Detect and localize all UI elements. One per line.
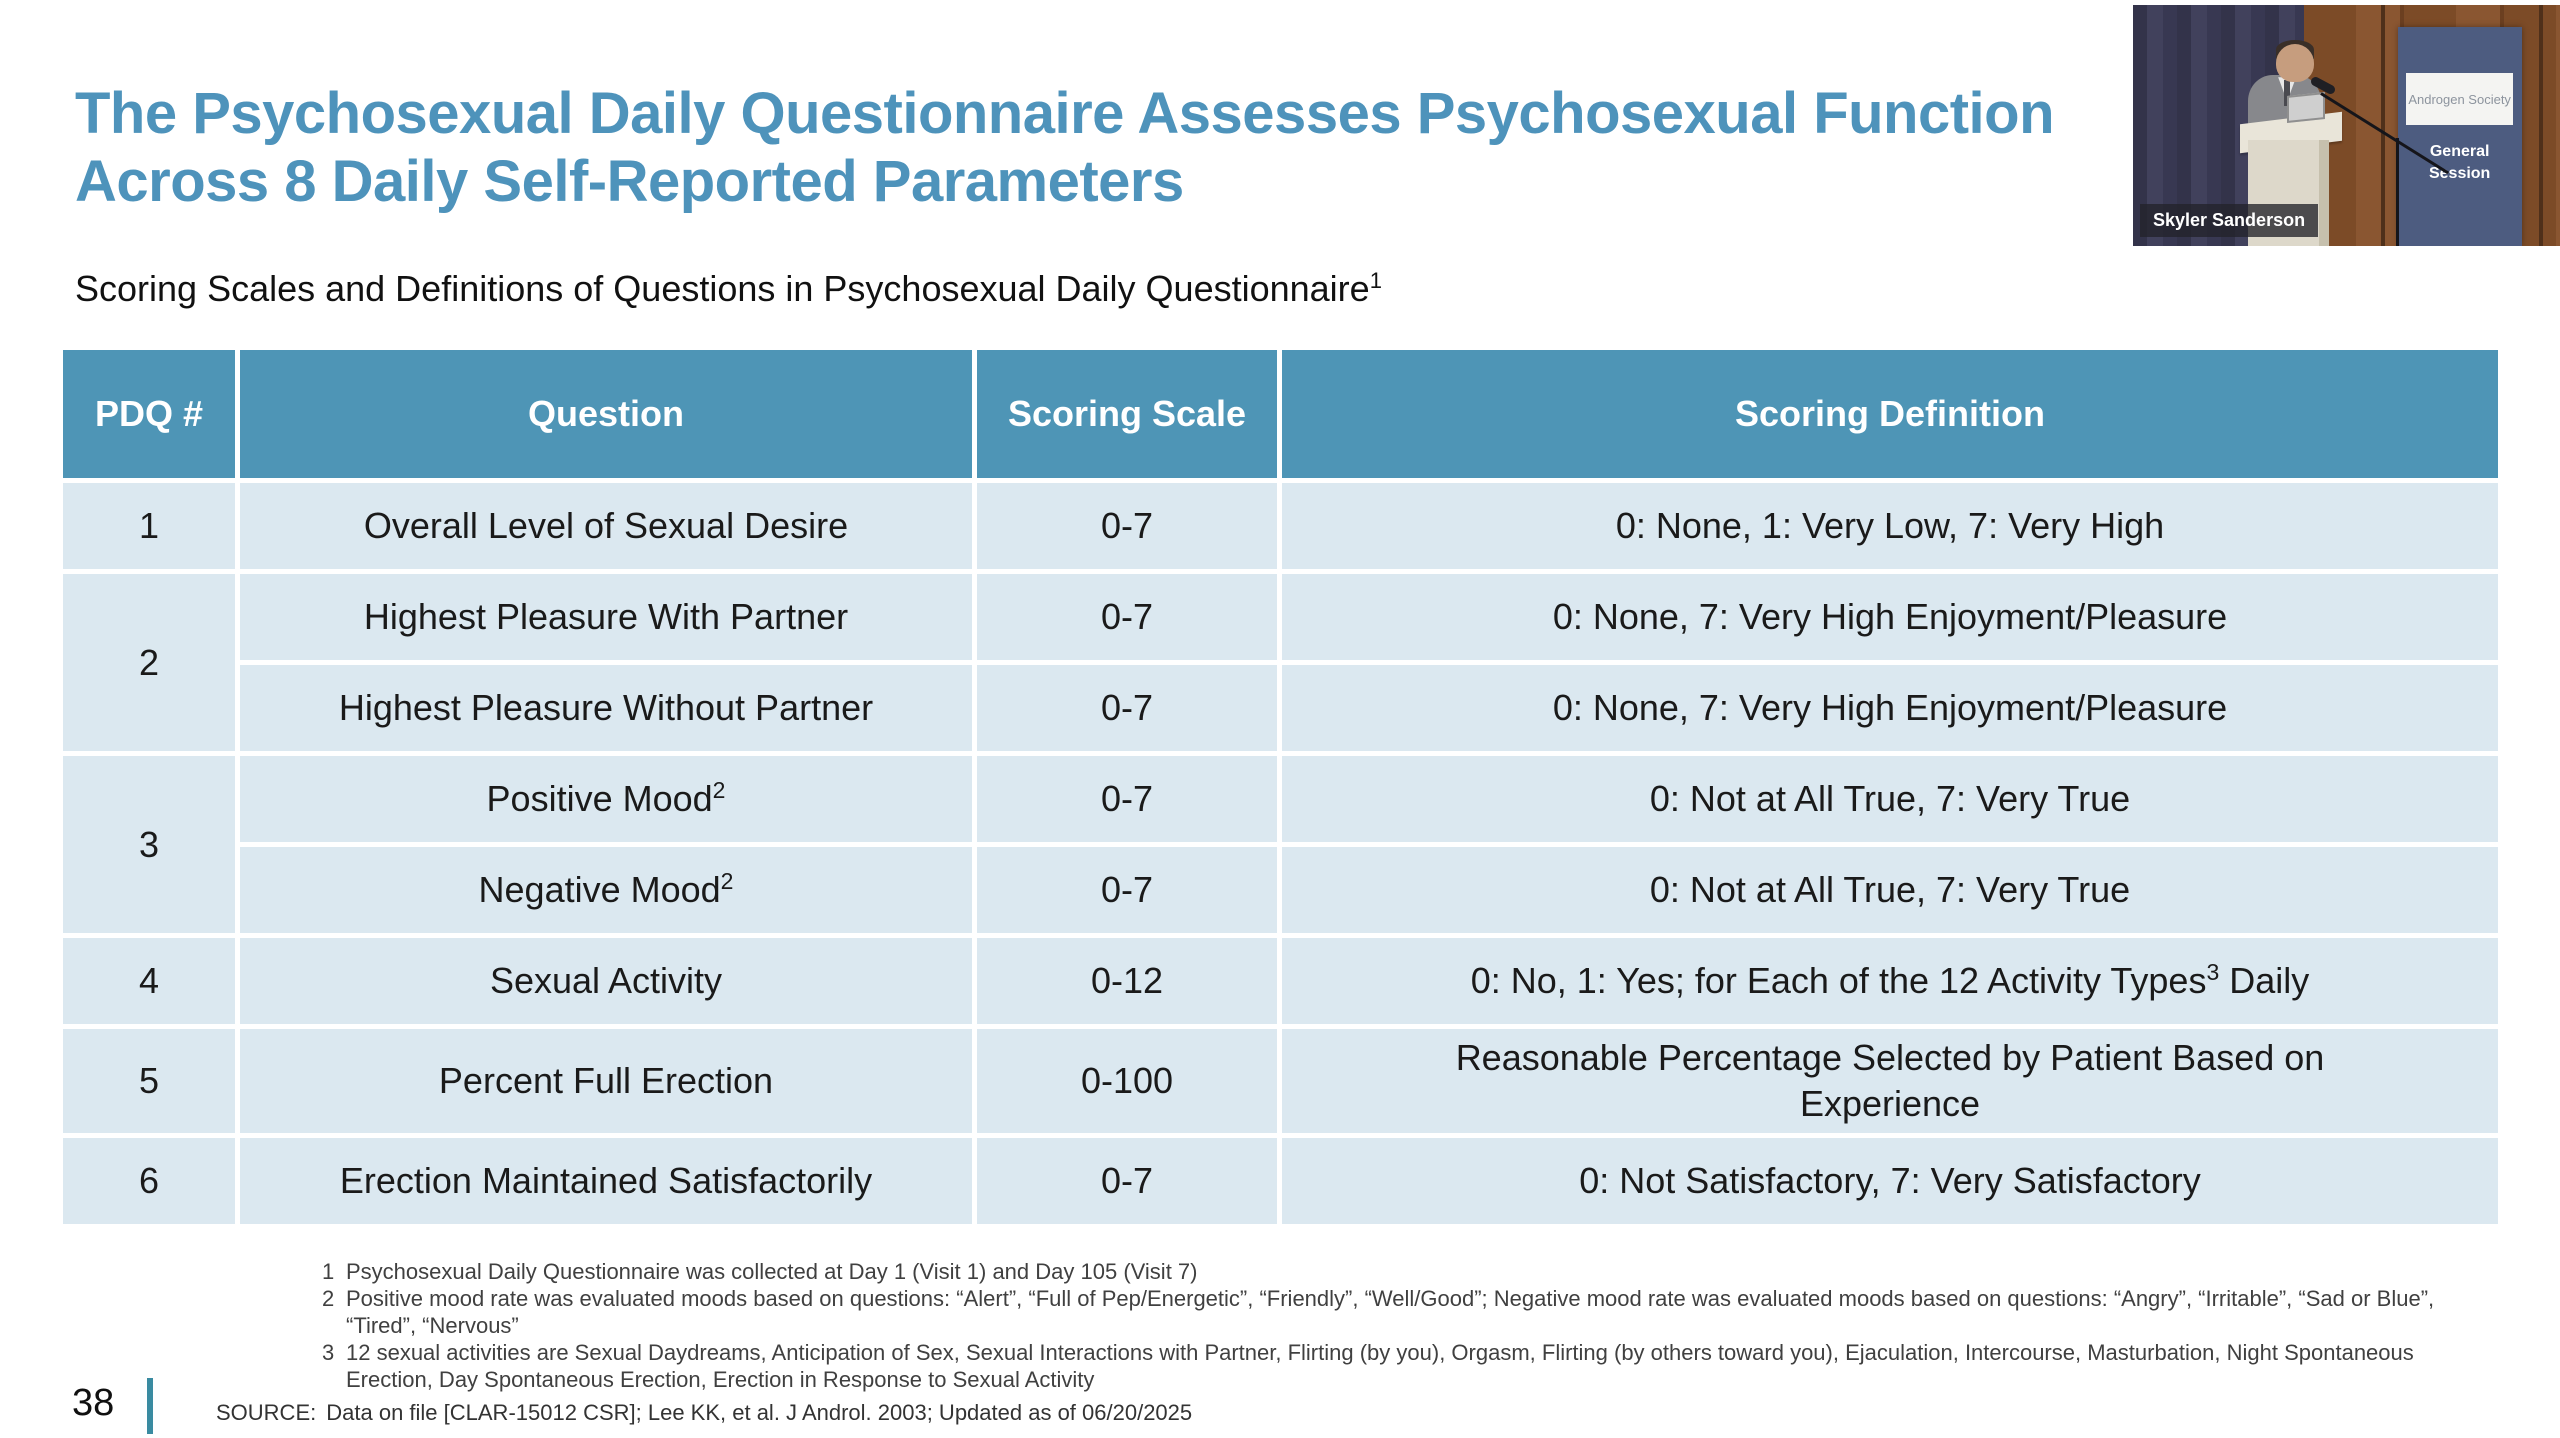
speaker-name-tag: Skyler Sanderson [2140,204,2319,237]
definition-cell: 0: None, 7: Very High Enjoyment/Pleasure [1282,665,2498,751]
scale-cell: 0-7 [977,756,1277,842]
header-question: Question [240,350,972,478]
question-cell: Positive Mood2 [240,756,972,842]
speaker-tie [2284,79,2291,107]
question-cell: Highest Pleasure Without Partner [240,665,972,751]
footnote-marker: 2 [322,1286,335,1311]
table-caption-text: Scoring Scales and Definitions of Questi… [75,268,1370,309]
table-caption-footnote-ref: 1 [1369,268,1382,293]
definition-cell: 0: Not Satisfactory, 7: Very Satisfactor… [1282,1138,2498,1224]
pdq-number-cell: 3 [63,756,235,933]
banner-session-label: General Session [2428,142,2491,182]
question-cell: Overall Level of Sexual Desire [240,483,972,569]
table-header-row: PDQ # Question Scoring Scale Scoring Def… [63,350,2498,478]
footnote-text: Positive mood rate was evaluated moods b… [346,1286,2435,1338]
scale-cell: 0-100 [977,1029,1277,1133]
question-cell: Highest Pleasure With Partner [240,574,972,660]
table-row: 6 Erection Maintained Satisfactorily 0-7… [63,1138,2498,1224]
slide-title-line1: The Psychosexual Daily Questionnaire Ass… [75,81,2055,146]
pdq-number-cell: 1 [63,483,235,569]
footnote-marker: 3 [322,1340,335,1365]
footnote-text: Psychosexual Daily Questionnaire was col… [346,1259,1198,1284]
scale-cell: 0-7 [977,665,1277,751]
speaker-face [2276,43,2315,83]
table-row: Negative Mood2 0-7 0: Not at All True, 7… [63,847,2498,933]
table-row: 4 Sexual Activity 0-12 0: No, 1: Yes; fo… [63,938,2498,1024]
footnote-3: 3 12 sexual activities are Sexual Daydrea… [322,1339,2437,1393]
header-pdq-number: PDQ # [63,350,235,478]
table-row: Highest Pleasure Without Partner 0-7 0: … [63,665,2498,751]
slide-title-line2: Across 8 Daily Self-Reported Parameters [75,149,1184,214]
scale-cell: 0-12 [977,938,1277,1024]
table-row: 2 Highest Pleasure With Partner 0-7 0: N… [63,574,2498,751]
table-row: 1 Overall Level of Sexual Desire 0-7 0: … [63,483,2498,569]
definition-cell: 0: None, 1: Very Low, 7: Very High [1282,483,2498,569]
definition-cell: 0: Not at All True, 7: Very True [1282,756,2498,842]
question-cell: Sexual Activity [240,938,972,1024]
source-label: SOURCE: [216,1400,317,1425]
definition-cell: Reasonable Percentage Selected by Patien… [1282,1029,2498,1133]
pdq-scoring-table: PDQ # Question Scoring Scale Scoring Def… [58,345,2503,1229]
header-scoring-definition: Scoring Definition [1282,350,2498,478]
footnote-marker: 1 [322,1259,335,1284]
question-cell: Erection Maintained Satisfactorily [240,1138,972,1224]
banner-org-name: Androgen Society [2408,91,2511,107]
footnote-1: 1 Psychosexual Daily Questionnaire was co… [322,1258,2437,1285]
pdq-number-cell: 2 [63,574,235,751]
banner-logo-panel: Androgen Society [2406,72,2513,126]
question-cell: Negative Mood2 [240,847,972,933]
wall-seam [2380,5,2385,246]
pdq-number-cell: 6 [63,1138,235,1224]
definition-cell: 0: No, 1: Yes; for Each of the 12 Activi… [1282,938,2498,1024]
question-cell: Percent Full Erection [240,1029,972,1133]
page-number-divider [147,1378,153,1434]
scale-cell: 0-7 [977,1138,1277,1224]
table-row: 5 Percent Full Erection 0-100 Reasonable… [63,1029,2498,1133]
pdq-number-cell: 5 [63,1029,235,1133]
scale-cell: 0-7 [977,847,1277,933]
footnotes: 1 Psychosexual Daily Questionnaire was co… [322,1258,2437,1393]
definition-cell: 0: Not at All True, 7: Very True [1282,847,2498,933]
scale-cell: 0-7 [977,483,1277,569]
header-scoring-scale: Scoring Scale [977,350,1277,478]
footnote-2: 2 Positive mood rate was evaluated moods … [322,1285,2437,1339]
page-number: 38 [72,1382,115,1424]
slide-title: The Psychosexual Daily Questionnaire Ass… [75,80,2375,216]
table-row: 3 Positive Mood2 0-7 0: Not at All True,… [63,756,2498,933]
footnote-text: 12 sexual activities are Sexual Daydream… [346,1340,2414,1392]
laptop-icon [2286,92,2326,123]
mic-stand-pole [2395,137,2399,246]
wall-seam [2538,5,2543,246]
pdq-number-cell: 4 [63,938,235,1024]
conference-banner: Androgen Society General Session [2397,26,2522,246]
table-caption: Scoring Scales and Definitions of Questi… [75,268,1382,310]
definition-cell: 0: None, 7: Very High Enjoyment/Pleasure [1282,574,2498,660]
source-line: SOURCE: Data on file [CLAR-15012 CSR]; Le… [216,1400,1192,1426]
source-text: Data on file [CLAR-15012 CSR]; Lee KK, e… [326,1400,1193,1425]
scale-cell: 0-7 [977,574,1277,660]
presenter-video[interactable]: Androgen Society General Session Skyler … [2133,5,2560,246]
